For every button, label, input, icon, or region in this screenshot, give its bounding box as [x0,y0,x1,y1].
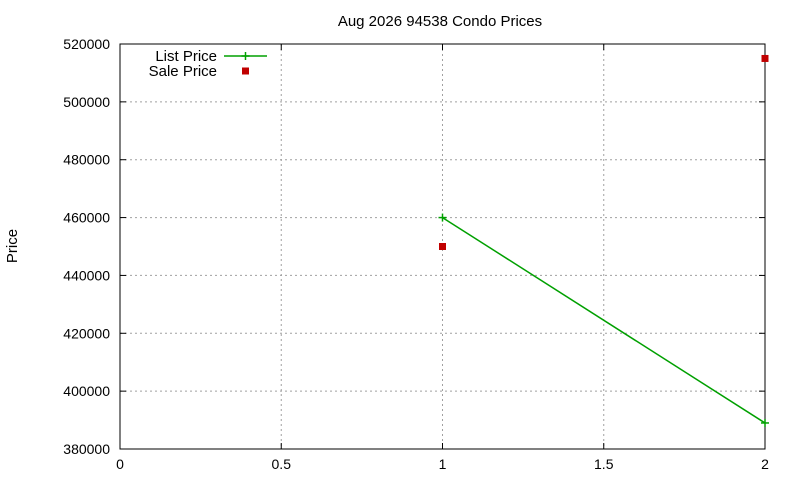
y-tick-label: 460000 [63,210,110,226]
series-layer [438,54,769,427]
tick-layer: 380000 400000 420000 440000 460000 480000 5000… [63,36,769,472]
y-tick-label: 520000 [63,36,110,52]
list-price-point [761,418,769,427]
y-tick-label: 500000 [63,94,110,110]
y-tick-label: 380000 [63,441,110,457]
x-tick-label: 1.5 [594,456,614,472]
chart-title: Aug 2026 94538 Condo Prices [338,13,542,30]
y-tick-label: 420000 [63,325,110,341]
x-tick-label: 0.5 [272,456,292,472]
y-tick-label: 400000 [63,383,110,399]
legend-marker-sale-price [242,67,249,75]
list-price-point [438,213,447,222]
x-tick-label: 2 [761,456,769,472]
list-price-line [442,216,766,424]
y-tick-label: 440000 [63,267,110,283]
x-tick-label: 1 [439,456,447,472]
y-axis-label: Price [4,229,21,263]
legend-marker-list-price [241,52,250,60]
sale-price-point [439,243,446,250]
plot-frame [119,43,766,450]
x-tick-label: 0 [116,456,124,472]
legend-label-sale-price: Sale Price [149,63,217,80]
y-tick-label: 480000 [63,152,110,168]
sale-price-point [761,54,769,62]
legend-label-list-price: List Price [155,48,217,65]
